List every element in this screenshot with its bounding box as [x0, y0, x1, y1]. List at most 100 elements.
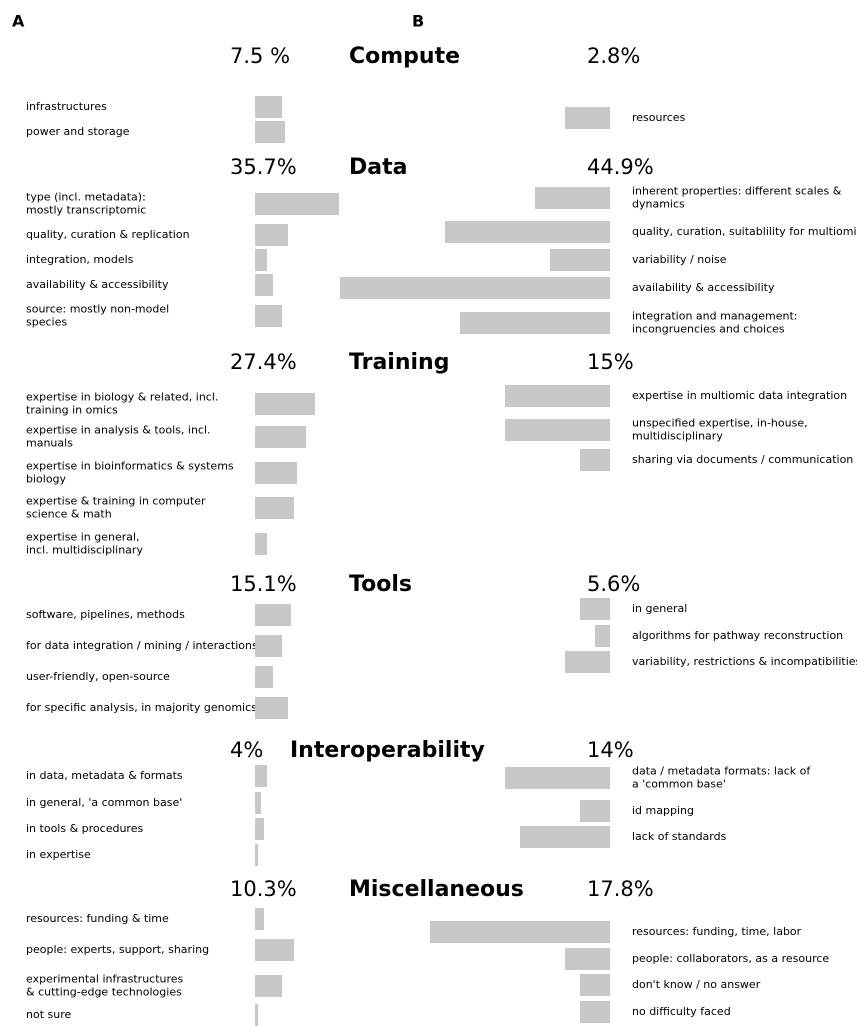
category-label: variability / noise	[632, 253, 727, 266]
bar	[255, 96, 282, 118]
category-label: in data, metadata & formats	[26, 769, 183, 782]
category-label: type (incl. metadata): mostly transcripto…	[26, 191, 146, 217]
category-label: quality, curation & replication	[26, 228, 190, 241]
bar	[550, 249, 610, 271]
category-label: availability & accessibility	[632, 281, 775, 294]
category-label: user-friendly, open-source	[26, 670, 170, 683]
bar	[255, 426, 306, 448]
bar	[255, 939, 294, 961]
bar	[535, 187, 610, 209]
category-label: inherent properties: different scales & d…	[632, 185, 842, 211]
category-label: expertise in general, incl. multidiscipli…	[26, 531, 143, 557]
bar	[255, 635, 282, 657]
section-title: Miscellaneous	[349, 877, 524, 902]
category-label: resources: funding & time	[26, 912, 169, 925]
bar	[255, 274, 273, 296]
bar	[520, 826, 610, 848]
category-label: people: experts, support, sharing	[26, 943, 209, 956]
bar	[255, 121, 285, 143]
bar	[430, 921, 610, 943]
bar	[460, 312, 610, 334]
category-label: no difficulty faced	[632, 1005, 731, 1018]
category-label: algorithms for pathway reconstruction	[632, 629, 843, 642]
section-total: 5.6%	[587, 572, 640, 596]
section-title: Interoperability	[290, 738, 485, 763]
bar	[595, 625, 610, 647]
bar	[255, 224, 288, 246]
category-label: infrastructures	[26, 100, 107, 113]
category-label: not sure	[26, 1008, 71, 1021]
category-label: id mapping	[632, 804, 694, 817]
section-title: Compute	[349, 44, 460, 69]
bar	[255, 305, 282, 327]
category-label: in tools & procedures	[26, 822, 143, 835]
category-label: expertise in bioinformatics & systems bio…	[26, 460, 234, 486]
category-label: variability, restrictions & incompatibil…	[632, 655, 857, 668]
bar	[565, 107, 610, 129]
bar	[255, 818, 264, 840]
category-label: availability & accessibility	[26, 278, 169, 291]
bar	[255, 765, 267, 787]
bar	[580, 1001, 610, 1023]
bar	[255, 249, 267, 271]
section-total: 44.9%	[587, 155, 654, 179]
section-total: 14%	[587, 738, 634, 762]
bar	[580, 449, 610, 471]
category-label: expertise in analysis & tools, incl. manu…	[26, 424, 211, 450]
section-total: 17.8%	[587, 877, 654, 901]
bar	[565, 948, 610, 970]
category-label: integration, models	[26, 253, 134, 266]
category-label: integration and management: incongruencie…	[632, 310, 798, 336]
category-label: in expertise	[26, 848, 91, 861]
section-total: 27.4%	[230, 350, 297, 374]
bar	[505, 385, 610, 407]
category-label: sharing via documents / communication	[632, 453, 853, 466]
bar	[255, 666, 273, 688]
bar	[255, 393, 315, 415]
bar	[255, 844, 258, 866]
category-label: experimental infrastructures & cutting-ed…	[26, 973, 184, 999]
category-label: source: mostly non-model species	[26, 303, 169, 329]
section-total: 2.8%	[587, 44, 640, 68]
category-label: quality, curation, suitablility for mult…	[632, 225, 857, 238]
category-label: resources	[632, 111, 686, 124]
bar	[580, 974, 610, 996]
bar	[340, 277, 610, 299]
bar	[255, 604, 291, 626]
bar	[255, 792, 261, 814]
bar	[255, 975, 282, 997]
section-title: Data	[349, 155, 407, 180]
category-label: expertise in multiomic data integration	[632, 389, 847, 402]
bar	[445, 221, 610, 243]
bar	[580, 800, 610, 822]
section-total: 35.7%	[230, 155, 297, 179]
bar	[255, 1004, 258, 1026]
category-label: lack of standards	[632, 830, 727, 843]
section-title: Training	[349, 350, 449, 375]
category-label: don't know / no answer	[632, 978, 761, 991]
category-label: expertise & training in computer science …	[26, 495, 206, 521]
bar	[505, 419, 610, 441]
panel-label: A	[12, 12, 25, 31]
bar	[255, 697, 288, 719]
bar	[580, 598, 610, 620]
section-total: 15.1%	[230, 572, 297, 596]
category-label: people: collaborators, as a resource	[632, 952, 829, 965]
category-label: for data integration / mining / interact…	[26, 639, 258, 652]
section-total: 10.3%	[230, 877, 297, 901]
section-total: 4%	[230, 738, 263, 762]
category-label: expertise in biology & related, incl. tra…	[26, 391, 218, 417]
category-label: data / metadata formats: lack of a 'commo…	[632, 765, 811, 791]
category-label: in general	[632, 602, 687, 615]
bar	[255, 497, 294, 519]
category-label: power and storage	[26, 125, 130, 138]
category-label: software, pipelines, methods	[26, 608, 185, 621]
bar	[255, 193, 339, 215]
section-title: Tools	[349, 572, 412, 597]
bar	[255, 462, 297, 484]
category-label: unspecified expertise, in-house, multidis…	[632, 417, 808, 443]
bar	[255, 533, 267, 555]
bar	[255, 908, 264, 930]
section-total: 7.5 %	[230, 44, 290, 68]
